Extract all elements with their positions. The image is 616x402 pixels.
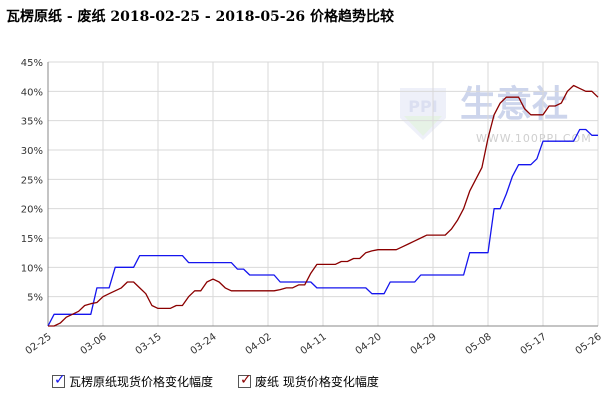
series-line-0	[47, 128, 598, 327]
check-icon: ✓	[54, 371, 66, 388]
x-tick-label: 02-25	[24, 331, 54, 357]
x-tick-label: 04-20	[354, 331, 384, 357]
y-tick-label: 45%	[21, 58, 43, 69]
y-tick-label: 40%	[21, 87, 43, 98]
svg-text:PPI: PPI	[408, 97, 437, 116]
watermark-logo: PPI	[400, 88, 446, 140]
x-tick-label: 03-06	[79, 331, 109, 357]
watermark-brand: 生意社	[460, 84, 568, 125]
x-tick-label: 05-08	[464, 331, 494, 357]
legend-label-0: 瓦楞原纸现货价格变化幅度	[69, 374, 214, 389]
x-tick-label: 05-26	[574, 331, 604, 357]
x-tick-label: 04-29	[409, 331, 439, 357]
series-lines	[47, 84, 599, 327]
y-tick-label: 10%	[21, 263, 43, 274]
y-axis-ticks: 5% 10% 15% 20% 25% 30% 35% 40% 45%	[21, 58, 43, 304]
legend-item-0[interactable]: ✓ 瓦楞原纸现货价格变化幅度	[52, 372, 213, 390]
y-tick-label: 5%	[27, 293, 43, 304]
x-tick-label: 03-15	[134, 331, 164, 357]
x-tick-label: 04-02	[244, 331, 274, 357]
watermark: PPI 生意社 WWW.100PPI.COM	[400, 84, 591, 145]
legend-checkbox-1[interactable]: ✓	[238, 371, 252, 388]
axes	[47, 62, 598, 327]
x-axis-ticks: 02-25 03-06 03-15 03-24 04-02 04-11 04-20 04-29…	[24, 331, 604, 357]
legend-label-1: 废纸 现货价格变化幅度	[255, 374, 379, 389]
legend-item-1[interactable]: ✓ 废纸 现货价格变化幅度	[238, 372, 379, 390]
check-icon: ✓	[240, 371, 252, 388]
legend-checkbox-0[interactable]: ✓	[52, 371, 66, 388]
y-tick-label: 35%	[21, 117, 43, 128]
x-tick-label: 04-11	[299, 331, 329, 357]
y-tick-label: 15%	[21, 234, 43, 245]
x-tick-label: 05-17	[519, 331, 549, 357]
y-tick-label: 25%	[21, 175, 43, 186]
x-tick-label: 03-24	[189, 331, 219, 357]
series-line-1	[48, 84, 599, 327]
y-tick-label: 20%	[21, 205, 43, 216]
chart-title: 瓦楞原纸 - 废纸 2018-02-25 - 2018-05-26 价格趋势比较	[6, 9, 394, 25]
y-tick-label: 30%	[21, 146, 43, 157]
